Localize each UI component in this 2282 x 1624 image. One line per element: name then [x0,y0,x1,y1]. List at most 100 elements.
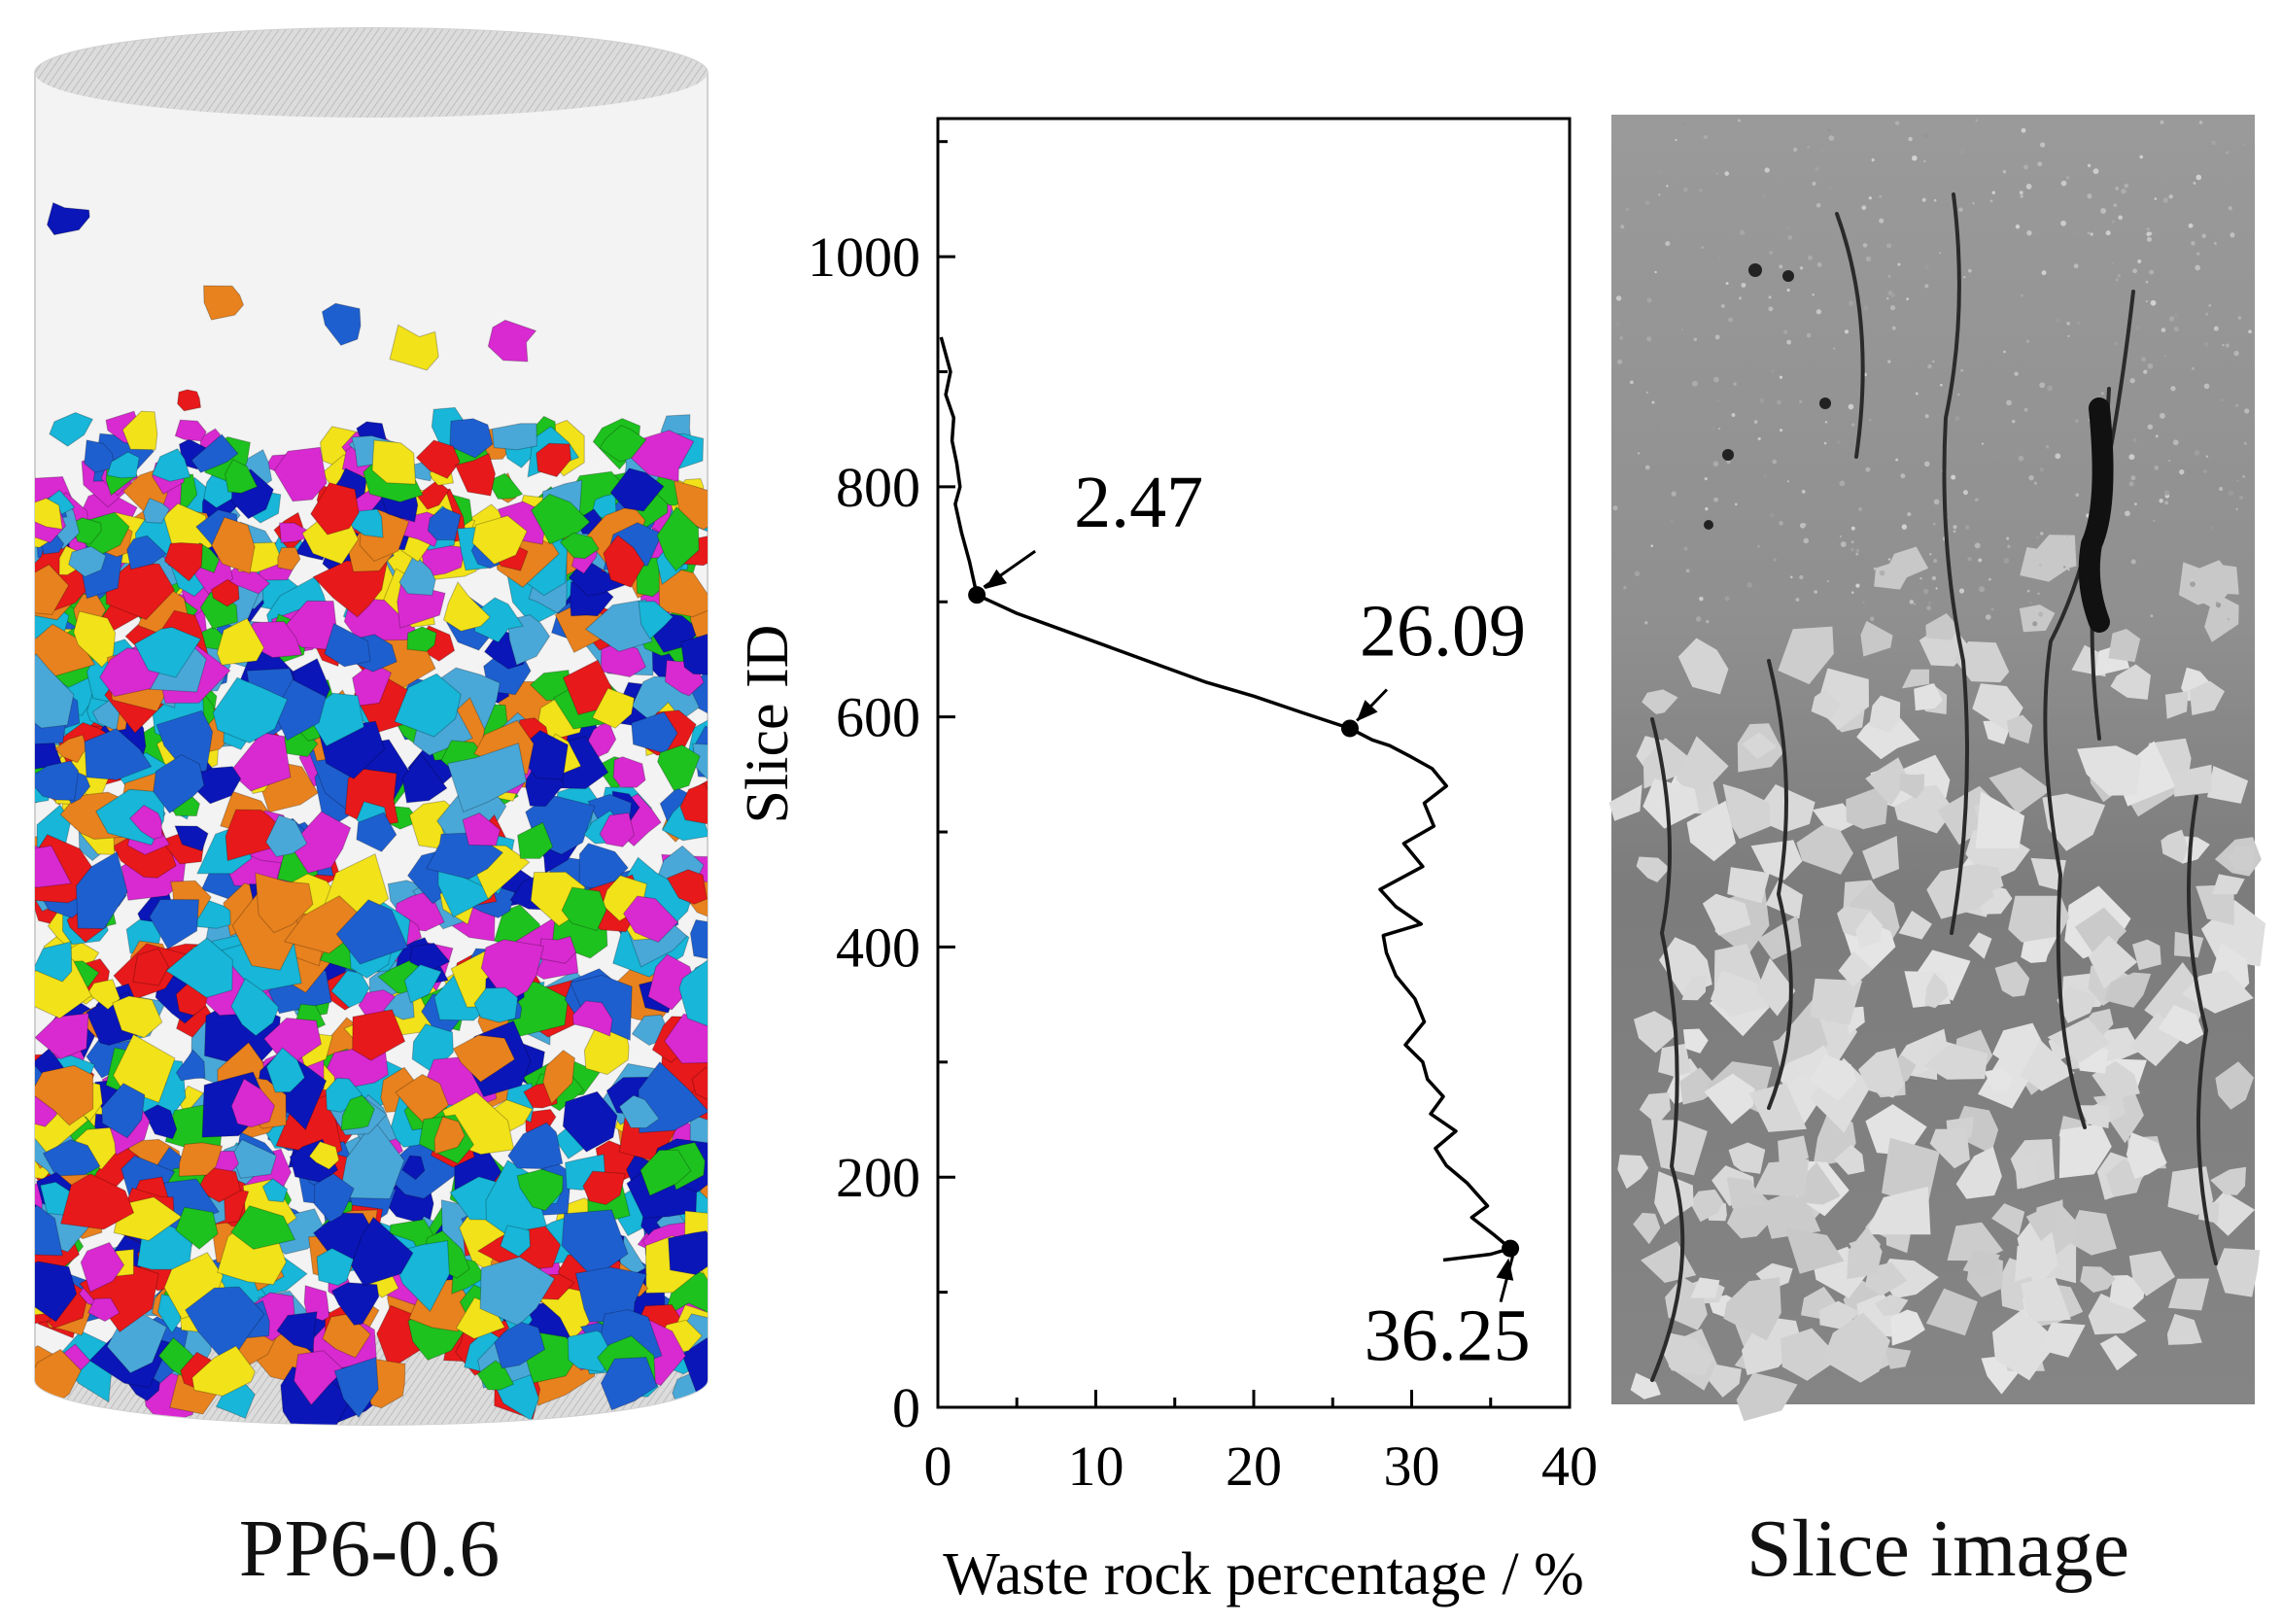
rock-fragment [2008,895,2070,943]
particle [101,1083,146,1139]
speckle [2071,229,2077,234]
speckle [1771,368,1775,373]
rock-fragment [1650,1120,1708,1176]
speckle [1873,567,1877,570]
rock-fragment [1752,1158,1810,1197]
rock-fragment [1925,613,1958,640]
speckle [1644,200,1650,206]
speckle [1724,596,1730,602]
speckle [2036,536,2040,539]
line-chart: 0 10 20 30 40 0 200 400 600 800 1000 2.47 26.09 36.… [735,117,1598,1607]
rock-fragment [1704,1073,1755,1124]
particle [562,659,613,715]
speckle [1695,616,1702,622]
speckle [1799,266,1804,270]
speckle [1691,380,1698,387]
speckle [2159,499,2163,503]
rock-fragment [1858,1048,1905,1098]
particle [303,1285,330,1322]
speckle [2168,194,2173,199]
speckle [1919,133,1921,137]
speckle [1658,193,1661,196]
speckle [2111,261,2115,264]
speckle [1671,491,1677,497]
speckle [1862,601,1865,604]
particle [582,1170,627,1206]
speckle [1617,359,1623,364]
speckle [1988,577,1991,581]
speckle [1683,187,1688,192]
speckle [1815,309,1822,315]
particle [338,1120,405,1200]
speckle [1871,158,1875,162]
particle [35,1261,78,1323]
rock-fragment [1822,1312,1890,1383]
rock-fragment [1630,1372,1661,1399]
speckle [1850,423,1855,427]
speckle [1701,246,1705,249]
particle [618,1094,660,1129]
rock-fragment [1975,791,2025,849]
rock-fragment [1702,893,1751,936]
speckle [1953,525,1957,530]
particle [35,760,80,801]
speckle [1786,339,1792,345]
rock-fragment [1727,867,1770,904]
speckle [2066,322,2071,326]
rock-fragment [1639,1092,1671,1125]
particle [35,1064,94,1126]
speckle [2015,225,2021,229]
particle [316,1247,355,1287]
rock-fragment [1608,784,1642,821]
particle [35,564,70,615]
speckle [1849,300,1854,306]
speckle [1962,490,1968,496]
rock-fragment [2006,714,2033,744]
particle [517,821,554,859]
rock-fragment [1955,1146,2002,1199]
speckle [2164,501,2169,505]
speckle [2230,232,2235,238]
particle [406,626,437,652]
speckle [2211,140,2217,146]
speckle [1839,480,1846,487]
speckle [1850,540,1854,544]
speckle [1738,296,1742,300]
speckle [1906,297,1910,301]
annotations: 2.47 26.09 36.25 [968,462,1531,1377]
particle [199,589,238,630]
particle [691,1066,708,1104]
rock-fragment [1925,1288,1978,1336]
speckle [1924,284,1929,289]
particle [86,979,121,1011]
rock-fragment [1748,1083,1807,1132]
particle [190,433,239,473]
particle [609,467,665,512]
particle [175,1206,219,1250]
speckle [1923,461,1930,467]
speckle [1924,414,1929,419]
speckle [1731,413,1736,417]
rock-fragment [1676,736,1729,800]
rock-fragment [2080,1265,2116,1293]
particle [313,1173,355,1224]
speckle [1927,363,1932,369]
rock-fragment [1994,961,2030,997]
speckle [2205,312,2209,316]
particle [638,601,674,640]
particle [491,423,537,451]
speckle [1725,282,1729,286]
speckle [1799,399,1803,403]
speckle [2196,174,2202,181]
particle [273,678,327,742]
rock-fragment [1690,1277,1720,1298]
speckle [1954,416,1960,422]
x-tick-label: 0 [924,1434,952,1498]
particle [562,1090,618,1153]
speckle [1699,188,1703,192]
speckle [1862,243,1868,248]
speckle [1897,262,1901,266]
rock-fragment [2128,1251,2175,1296]
particle [35,498,63,531]
speckle [2067,334,2070,337]
